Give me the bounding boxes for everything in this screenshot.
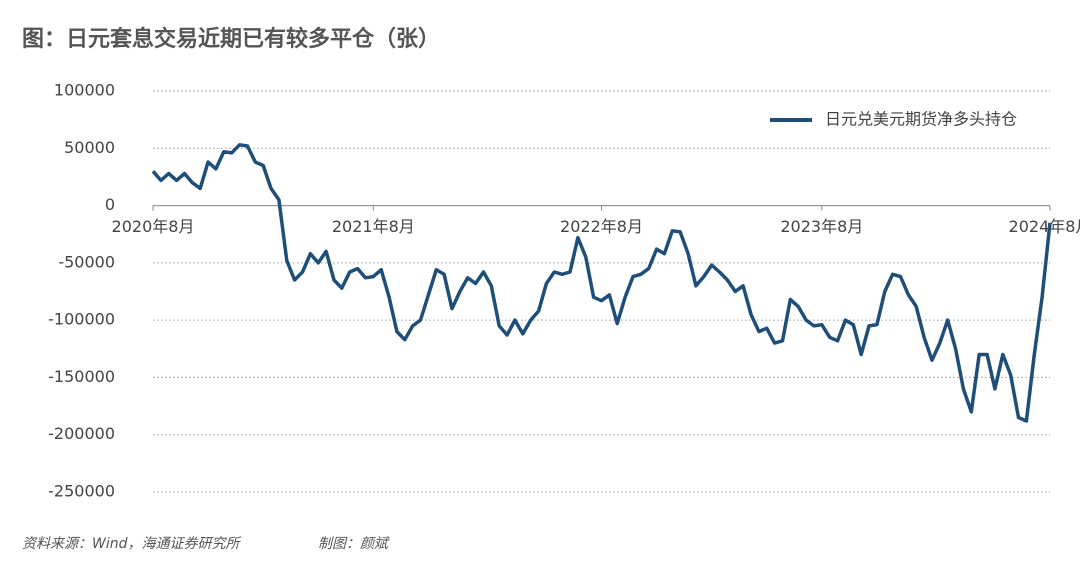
y-tick-label: -200000 <box>48 424 115 443</box>
y-tick-label: 0 <box>105 195 115 214</box>
x-tick-label: 2022年8月 <box>560 217 643 236</box>
data-line <box>151 143 1052 423</box>
y-tick-label: 100000 <box>54 81 115 100</box>
chart-title: 图：日元套息交易近期已有较多平仓（张） <box>22 26 440 52</box>
y-tick-label: -150000 <box>48 367 115 386</box>
y-tick-label: 50000 <box>64 138 115 157</box>
x-tick-label: 2024年8月 <box>1009 217 1080 236</box>
legend-label: 日元兑美元期货净多头持仓 <box>825 110 1017 129</box>
x-tick-label: 2023年8月 <box>780 217 863 236</box>
y-tick-label: -100000 <box>48 310 115 329</box>
source-note: 资料来源：Wind，海通证券研究所 <box>22 536 241 552</box>
y-tick-label: -50000 <box>58 252 115 271</box>
x-tick-label: 2020年8月 <box>112 217 195 236</box>
x-tick-label: 2021年8月 <box>332 217 415 236</box>
credit-note: 制图：颜斌 <box>318 536 390 552</box>
y-tick-label: -250000 <box>48 482 115 501</box>
